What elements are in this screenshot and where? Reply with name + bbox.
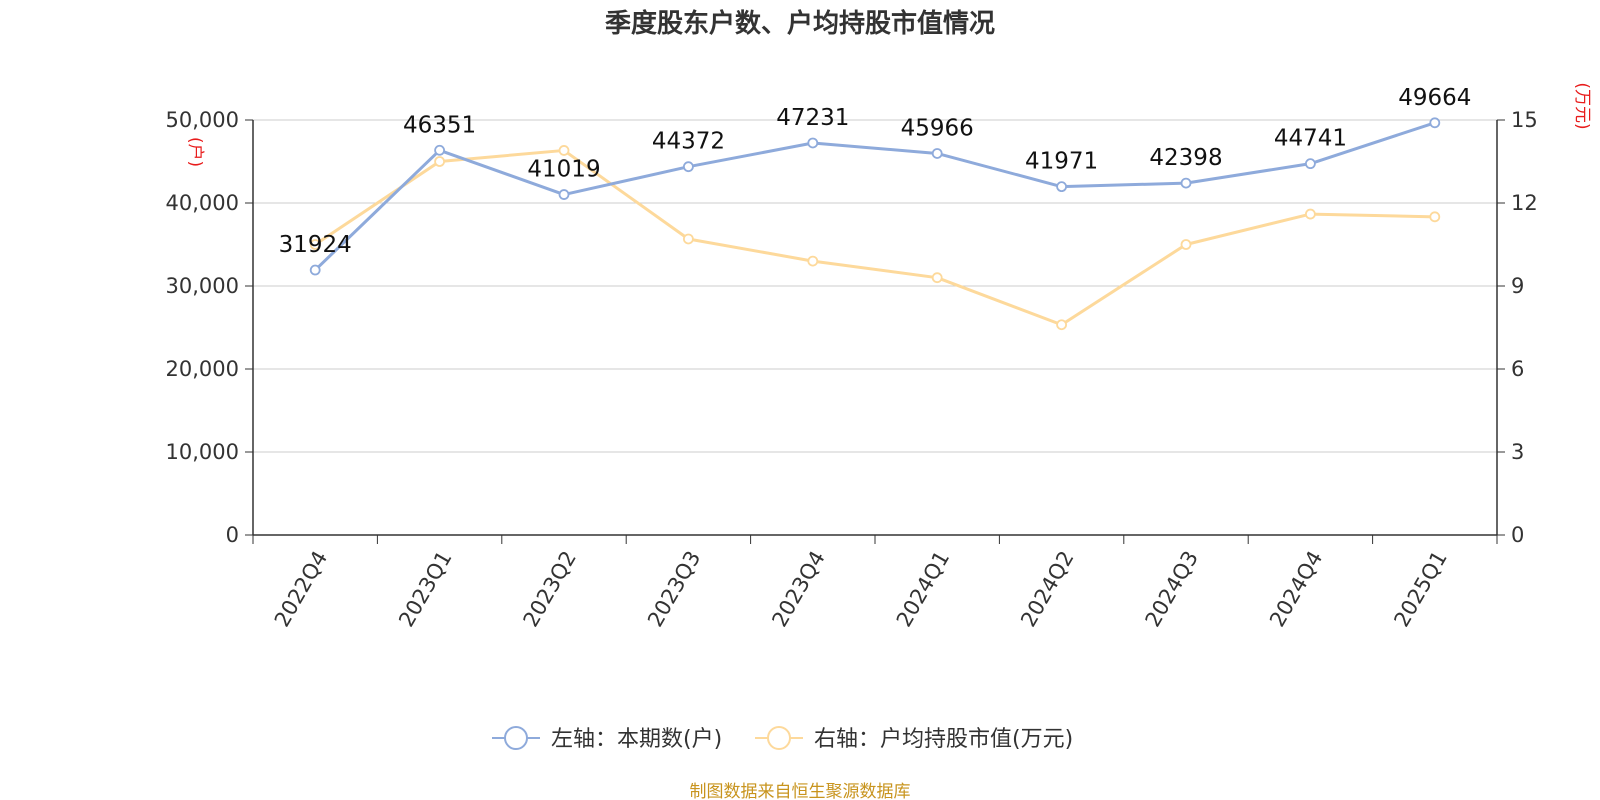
data-point-households <box>558 189 570 200</box>
right-axis-tick-label: 6 <box>1511 357 1524 381</box>
left-axis-tick-label: 0 <box>226 523 239 547</box>
right-axis-tick-label: 0 <box>1511 523 1524 547</box>
data-source-note: 制图数据来自恒生聚源数据库 <box>690 782 911 800</box>
data-label: 46351 <box>403 112 476 138</box>
axes: 0 10,000 20,000 30,000 40,000 50,000 0 3 6 9 12 15 2… <box>166 108 1538 631</box>
data-label: 42398 <box>1149 145 1222 171</box>
data-label: 41019 <box>527 157 600 183</box>
data-label: 41971 <box>1025 149 1098 175</box>
data-point-avg-value <box>1180 239 1192 250</box>
data-point-households <box>434 144 446 156</box>
x-axis-tick-label: 2025Q1 <box>1389 547 1451 631</box>
legend-item-households[interactable]: 左轴：本期数(户) <box>492 726 722 752</box>
data-point-avg-value <box>807 255 819 267</box>
x-axis-tick-label: 2023Q2 <box>519 547 581 631</box>
left-axis-tick-label: 10,000 <box>166 440 239 464</box>
legend-marker-avg-value <box>767 726 791 750</box>
data-point-households <box>1180 177 1192 189</box>
x-axis-tick-label: 2023Q4 <box>767 547 829 631</box>
right-axis-tick-label: 15 <box>1511 108 1538 132</box>
left-axis-tick-label: 20,000 <box>166 357 239 381</box>
x-axis-tick-label: 2024Q1 <box>892 547 954 631</box>
data-point-avg-value <box>558 145 570 156</box>
data-point-households <box>1429 117 1441 129</box>
right-axis-unit: (万元) <box>1572 82 1592 129</box>
data-point-households <box>807 137 819 149</box>
right-axis-tick-label: 12 <box>1511 191 1538 215</box>
legend-marker-households <box>504 726 528 750</box>
x-axis-tick-label: 2023Q1 <box>394 547 456 631</box>
data-label: 31924 <box>279 232 352 258</box>
data-point-avg-value <box>1305 208 1316 220</box>
series-line-avg-value <box>314 148 1435 327</box>
data-point-households <box>1056 181 1067 193</box>
grid-lines <box>253 119 1497 453</box>
data-labels: 31924 46351 41019 44372 47231 45966 41971 42398… <box>279 85 1472 258</box>
series-line-households <box>314 121 1436 272</box>
left-axis-tick-label: 50,000 <box>166 108 239 132</box>
data-label: 45966 <box>901 115 974 141</box>
x-axis-tick-label: 2024Q3 <box>1141 547 1203 631</box>
data-point-avg-value <box>309 239 321 250</box>
left-axis-tick-label: 30,000 <box>166 274 239 298</box>
data-label: 44372 <box>652 129 725 155</box>
data-point-avg-value <box>1056 319 1067 331</box>
data-point-households <box>1305 158 1316 170</box>
data-label: 44741 <box>1274 126 1347 152</box>
legend-label-households: 左轴：本期数(户) <box>551 727 722 752</box>
data-label: 47231 <box>776 105 849 131</box>
left-axis-unit: (户) <box>185 137 205 167</box>
x-axis-tick-label: 2023Q3 <box>643 547 705 631</box>
legend-item-avg-value[interactable]: 右轴：户均持股市值(万元) <box>755 726 1073 752</box>
series-lines <box>309 117 1441 331</box>
data-point-avg-value <box>1429 211 1441 223</box>
legend[interactable]: 左轴：本期数(户) 右轴：户均持股市值(万元) <box>492 726 1073 752</box>
x-axis-tick-label: 2024Q2 <box>1016 547 1078 631</box>
right-axis-tick-label: 9 <box>1511 274 1524 298</box>
x-axis-tick-label: 2022Q4 <box>270 547 332 631</box>
data-point-avg-value <box>931 272 943 284</box>
left-axis-tick-label: 40,000 <box>166 191 239 215</box>
data-label: 49664 <box>1398 85 1471 111</box>
data-point-avg-value <box>683 233 694 245</box>
data-point-households <box>931 148 943 159</box>
legend-label-avg-value: 右轴：户均持股市值(万元) <box>814 727 1073 752</box>
chart-title: 季度股东户数、户均持股市值情况 <box>605 8 995 39</box>
data-point-households <box>683 161 694 173</box>
data-point-households <box>309 264 321 276</box>
right-axis-tick-label: 3 <box>1511 440 1524 464</box>
x-axis-tick-label: 2024Q4 <box>1265 547 1327 631</box>
data-point-avg-value <box>434 156 446 167</box>
